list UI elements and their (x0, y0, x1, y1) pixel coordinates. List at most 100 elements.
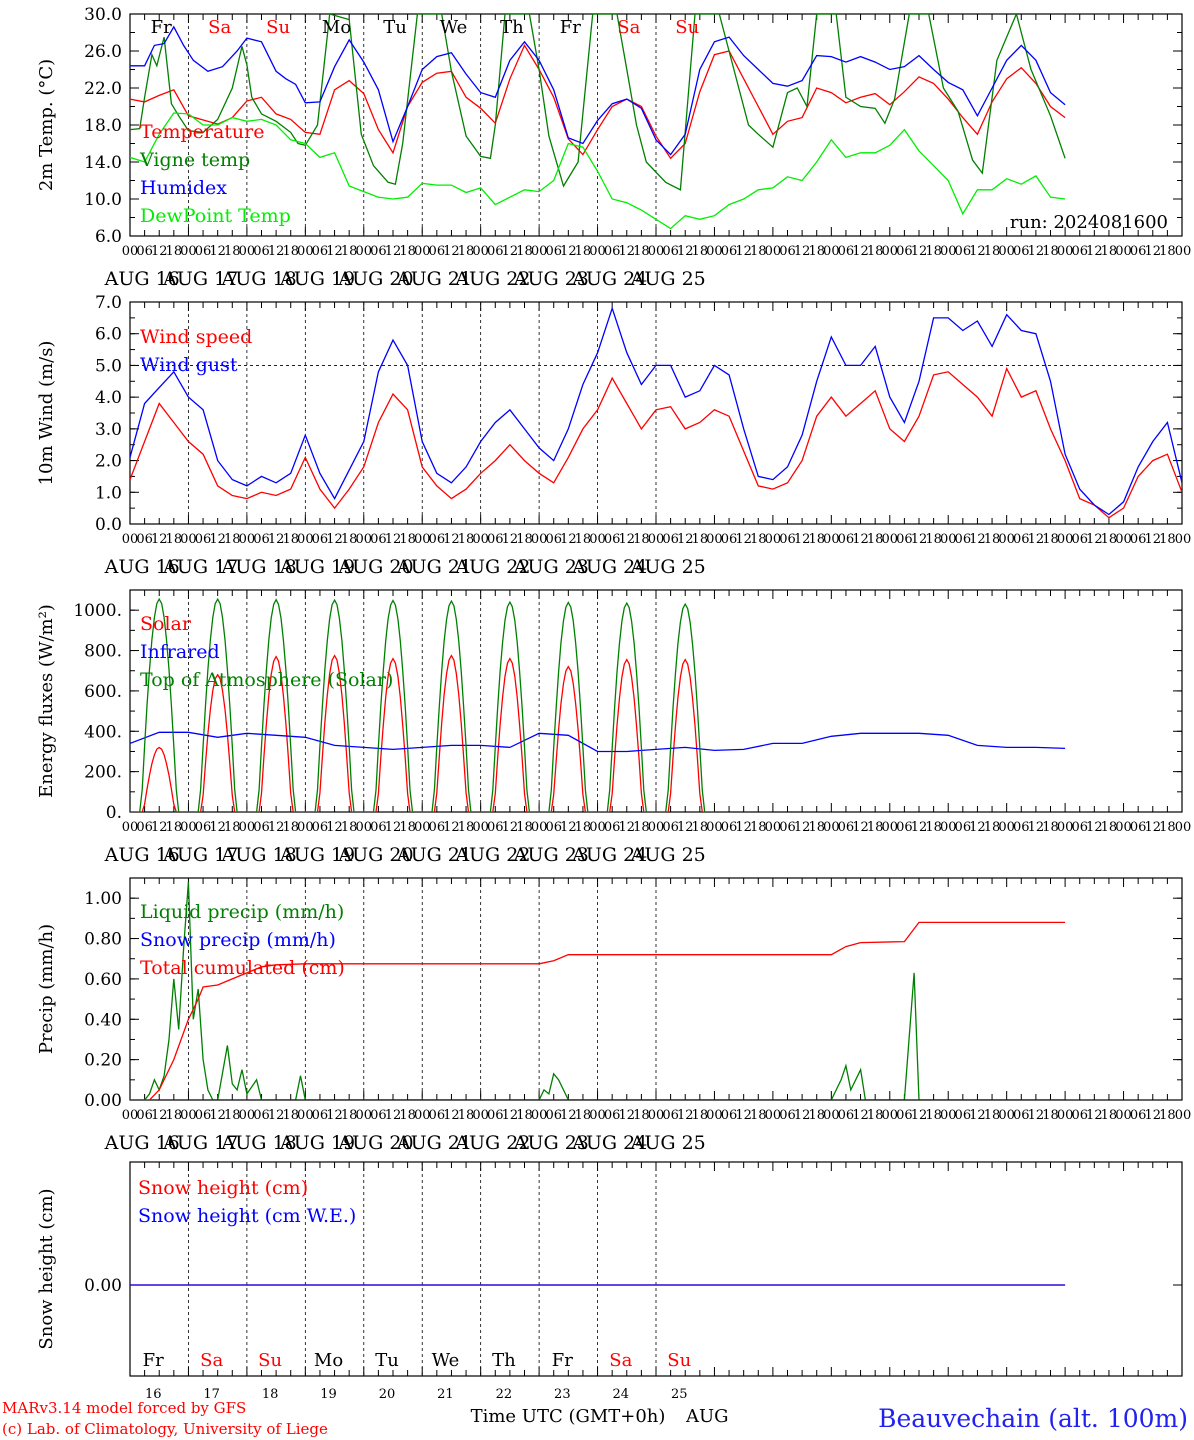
hour-tick-label: 18 (1042, 532, 1059, 547)
series-total-cumulated-cm (130, 921, 1066, 1100)
hour-tick-label: 00 (1175, 1108, 1192, 1123)
hour-tick-label: 06 (838, 532, 855, 547)
hour-tick-label: 12 (677, 1108, 694, 1123)
panel-1: 0006121800061218000612180006121800061218… (36, 5, 1191, 290)
hour-tick-label: 06 (312, 820, 329, 835)
hour-tick-label: 12 (560, 820, 577, 835)
hour-tick-label: 18 (867, 532, 884, 547)
hour-tick-label: 00 (765, 244, 782, 259)
legend-entry: Wind speed (140, 326, 252, 348)
hour-tick-label: 12 (911, 1108, 928, 1123)
date-label: AUG 19 (279, 556, 355, 578)
weekday-label: Mo (322, 17, 351, 38)
hour-tick-label: 18 (399, 532, 416, 547)
hour-tick-label: 18 (633, 532, 650, 547)
date-label: AUG 21 (396, 556, 472, 578)
hour-tick-label: 00 (1057, 532, 1074, 547)
hour-tick-label: 18 (516, 244, 533, 259)
hour-tick-label: 12 (619, 244, 636, 259)
hour-tick-label: 06 (195, 1108, 212, 1123)
hour-tick-label: 18 (516, 820, 533, 835)
hour-tick-label: 12 (1086, 1108, 1103, 1123)
hour-tick-label: 18 (750, 1108, 767, 1123)
legend-entry: Snow height (cm W.E.) (138, 1205, 356, 1227)
hour-tick-label: 00 (823, 820, 840, 835)
hour-tick-label: 00 (356, 1108, 373, 1123)
legend-entry: Temperature (140, 121, 264, 143)
day-number: 25 (671, 1387, 688, 1402)
hour-tick-label: 12 (794, 1108, 811, 1123)
date-label: AUG 25 (630, 844, 706, 866)
hour-tick-label: 00 (414, 1108, 431, 1123)
hour-tick-label: 00 (1175, 244, 1192, 259)
hour-tick-label: 00 (122, 532, 139, 547)
hour-tick-label: 12 (969, 820, 986, 835)
hour-tick-label: 00 (472, 820, 489, 835)
y-tick-label: 4.0 (95, 388, 122, 408)
y-tick-label: 5.0 (95, 356, 122, 376)
hour-tick-label: 00 (531, 244, 548, 259)
hour-tick-label: 06 (604, 820, 621, 835)
hour-tick-label: 00 (589, 1108, 606, 1123)
hour-tick-label: 06 (253, 820, 270, 835)
hour-tick-label: 06 (721, 820, 738, 835)
hour-tick-label: 00 (706, 532, 723, 547)
day-number: 20 (379, 1387, 396, 1402)
y-tick-label: 0.00 (84, 1091, 122, 1111)
hour-tick-label: 18 (1101, 1108, 1118, 1123)
hour-tick-label: 12 (502, 820, 519, 835)
hour-tick-label: 12 (969, 244, 986, 259)
hour-tick-label: 18 (341, 820, 358, 835)
hour-tick-label: 18 (633, 244, 650, 259)
hour-tick-label: 00 (239, 532, 256, 547)
y-tick-label: 7.0 (95, 293, 122, 313)
lab-credit: (c) Lab. of Climatology, University of L… (2, 1420, 328, 1438)
hour-tick-label: 06 (1013, 820, 1030, 835)
hour-tick-label: 00 (122, 1108, 139, 1123)
hour-tick-label: 12 (268, 820, 285, 835)
hour-tick-label: 06 (779, 1108, 796, 1123)
weekday-label: Mo (314, 1350, 343, 1371)
hour-tick-label: 18 (1159, 244, 1176, 259)
hour-tick-label: 18 (282, 820, 299, 835)
hour-tick-label: 18 (166, 244, 183, 259)
y-tick-label: 200. (84, 763, 122, 783)
weekday-label: Th (492, 1350, 516, 1371)
y-tick-label: 0. (106, 803, 122, 823)
hour-tick-label: 00 (414, 244, 431, 259)
y-tick-label: 6.0 (95, 227, 122, 247)
hour-tick-label: 12 (735, 532, 752, 547)
hour-tick-label: 12 (502, 244, 519, 259)
hour-tick-label: 06 (312, 1108, 329, 1123)
date-label: AUG 22 (454, 268, 530, 290)
hour-tick-label: 18 (282, 532, 299, 547)
hour-tick-label: 06 (1071, 244, 1088, 259)
hour-tick-label: 06 (1071, 820, 1088, 835)
panel-3: 0006121800061218000612180006121800061218… (36, 589, 1191, 866)
hour-tick-label: 12 (852, 244, 869, 259)
station-name: Beauvechain (alt. 100m) (878, 1404, 1188, 1433)
hour-tick-label: 00 (180, 532, 197, 547)
hour-tick-label: 18 (575, 820, 592, 835)
hour-tick-label: 18 (692, 820, 709, 835)
hour-tick-label: 12 (151, 1108, 168, 1123)
date-label: AUG 17 (162, 268, 238, 290)
hour-tick-label: 06 (487, 532, 504, 547)
hour-tick-label: 18 (984, 244, 1001, 259)
date-label: AUG 20 (337, 1132, 413, 1154)
date-label: AUG 25 (630, 268, 706, 290)
hour-tick-label: 00 (765, 532, 782, 547)
weekday-label: Sa (208, 17, 231, 38)
weekday-label: Sa (617, 17, 640, 38)
hour-tick-label: 06 (1130, 244, 1147, 259)
hour-tick-label: 18 (399, 244, 416, 259)
hour-tick-label: 00 (589, 820, 606, 835)
day-number: 17 (203, 1387, 220, 1402)
series-solar (130, 654, 715, 812)
hour-tick-label: 12 (969, 1108, 986, 1123)
hour-tick-label: 18 (984, 820, 1001, 835)
hour-tick-label: 12 (560, 1108, 577, 1123)
hour-tick-label: 06 (195, 820, 212, 835)
panel-4: 0006121800061218000612180006121800061218… (36, 877, 1192, 1154)
